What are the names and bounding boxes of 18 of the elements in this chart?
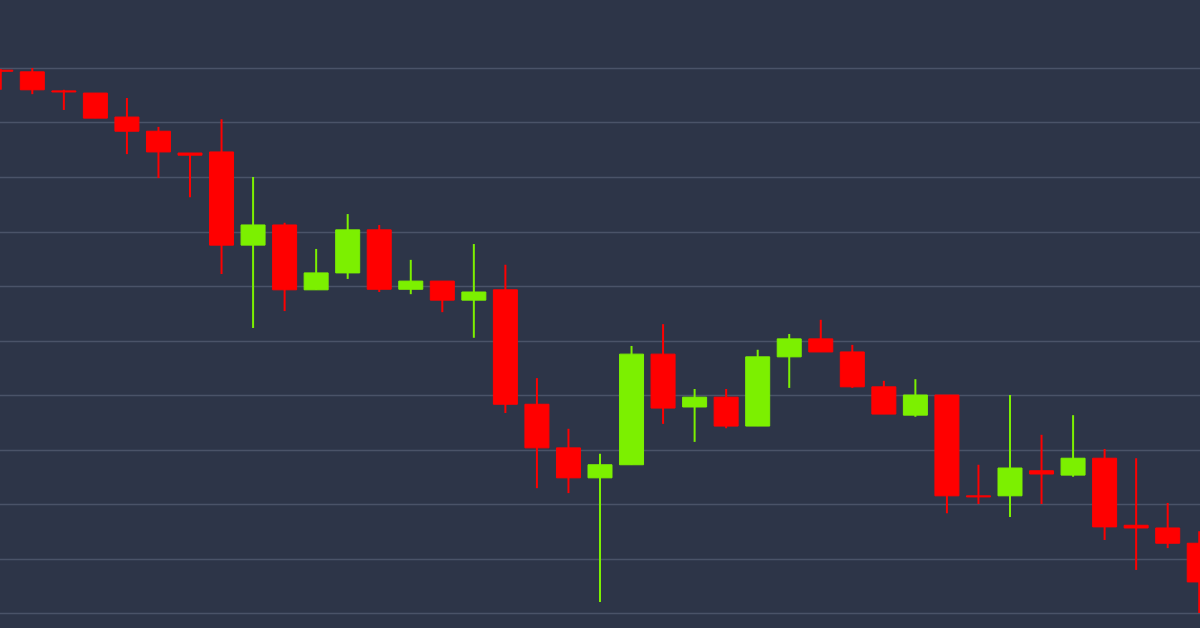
candlestick bbox=[808, 318, 834, 353]
candlestick bbox=[398, 258, 424, 296]
candlestick bbox=[461, 243, 487, 339]
candlestick bbox=[177, 152, 203, 199]
candlestick bbox=[145, 125, 171, 180]
candlestick bbox=[776, 332, 802, 389]
candlestick bbox=[303, 247, 329, 291]
candlestick bbox=[587, 452, 613, 604]
candlestick bbox=[429, 280, 455, 314]
candlestick bbox=[1123, 457, 1149, 571]
candlestick bbox=[1029, 433, 1055, 505]
candlestick bbox=[965, 463, 991, 505]
candlestick bbox=[240, 176, 266, 329]
candlestick bbox=[682, 388, 708, 443]
candlestick bbox=[1155, 501, 1181, 550]
candlestick bbox=[902, 378, 928, 418]
candlestick bbox=[114, 96, 140, 156]
candlestick bbox=[1060, 414, 1086, 478]
